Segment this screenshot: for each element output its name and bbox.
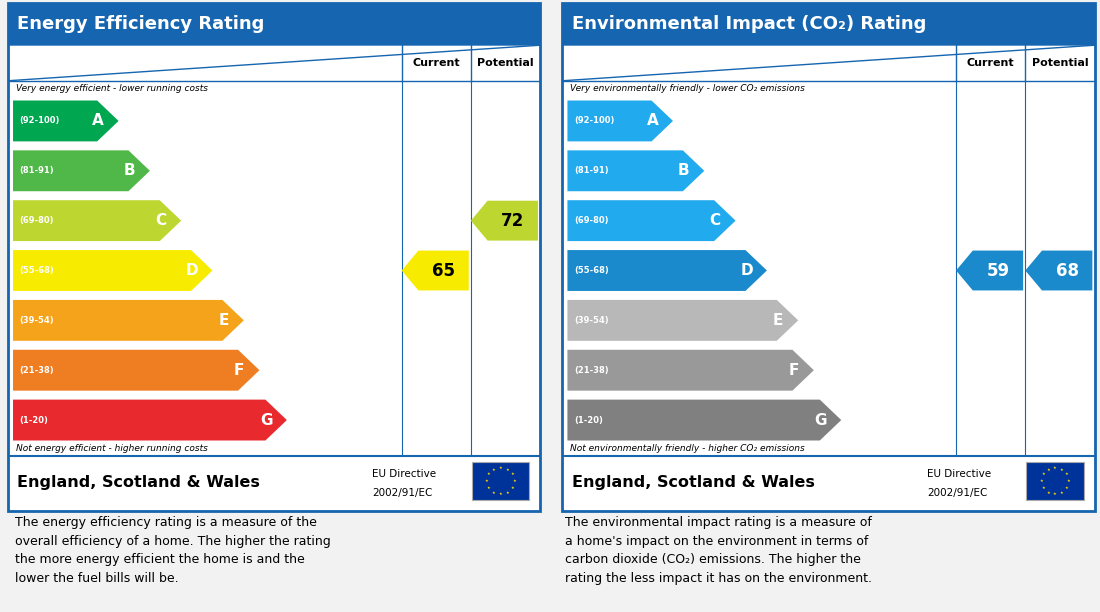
Text: (81-91): (81-91)	[20, 166, 54, 175]
Polygon shape	[568, 300, 799, 341]
Text: ★: ★	[1046, 490, 1050, 494]
Text: ★: ★	[506, 468, 509, 472]
Text: ★: ★	[1046, 468, 1050, 472]
Text: A: A	[92, 113, 104, 129]
Text: ★: ★	[510, 472, 515, 477]
Polygon shape	[13, 400, 287, 441]
Text: ★: ★	[1060, 468, 1064, 472]
Text: ★: ★	[487, 472, 491, 477]
Text: ★: ★	[1042, 486, 1045, 490]
Text: 2002/91/EC: 2002/91/EC	[373, 488, 432, 498]
Text: (69-80): (69-80)	[20, 216, 54, 225]
Text: EU Directive: EU Directive	[927, 469, 991, 479]
Text: Current: Current	[967, 58, 1014, 68]
Text: 68: 68	[1056, 261, 1079, 280]
Text: Not energy efficient - higher running costs: Not energy efficient - higher running co…	[15, 444, 208, 453]
Polygon shape	[568, 350, 814, 390]
Polygon shape	[402, 250, 469, 291]
Text: B: B	[678, 163, 690, 178]
Text: (39-54): (39-54)	[20, 316, 54, 325]
Text: ★: ★	[1065, 472, 1069, 477]
Text: (39-54): (39-54)	[574, 316, 608, 325]
Polygon shape	[13, 350, 260, 390]
Text: (81-91): (81-91)	[574, 166, 608, 175]
Polygon shape	[568, 100, 673, 141]
Text: ★: ★	[1040, 479, 1043, 483]
Text: D: D	[740, 263, 752, 278]
Text: Not environmentally friendly - higher CO₂ emissions: Not environmentally friendly - higher CO…	[570, 444, 805, 453]
Text: F: F	[234, 363, 244, 378]
Text: ★: ★	[1067, 479, 1070, 483]
Text: (55-68): (55-68)	[574, 266, 608, 275]
Text: Very energy efficient - lower running costs: Very energy efficient - lower running co…	[15, 84, 208, 93]
Text: G: G	[261, 412, 273, 428]
Polygon shape	[568, 250, 767, 291]
Text: C: C	[155, 213, 166, 228]
Text: 65: 65	[432, 261, 455, 280]
Bar	[8, 3, 540, 45]
Text: ★: ★	[498, 492, 503, 496]
Polygon shape	[471, 201, 538, 241]
Polygon shape	[1025, 250, 1092, 291]
Bar	[562, 3, 1094, 45]
Polygon shape	[568, 151, 704, 191]
Text: ★: ★	[506, 490, 509, 494]
Text: C: C	[710, 213, 720, 228]
Text: (69-80): (69-80)	[574, 216, 608, 225]
Text: B: B	[123, 163, 135, 178]
Text: 2002/91/EC: 2002/91/EC	[927, 488, 987, 498]
Text: E: E	[772, 313, 783, 328]
Text: 72: 72	[502, 212, 525, 230]
Text: A: A	[647, 113, 659, 129]
Polygon shape	[956, 250, 1023, 291]
Text: Current: Current	[412, 58, 460, 68]
Polygon shape	[13, 300, 244, 341]
Text: England, Scotland & Wales: England, Scotland & Wales	[18, 475, 261, 490]
Polygon shape	[13, 151, 150, 191]
Text: Very environmentally friendly - lower CO₂ emissions: Very environmentally friendly - lower CO…	[570, 84, 805, 93]
Text: ★: ★	[1053, 492, 1057, 496]
Text: (21-38): (21-38)	[20, 366, 54, 375]
Text: Potential: Potential	[1032, 58, 1088, 68]
Text: ★: ★	[510, 486, 515, 490]
Text: Environmental Impact (CO₂) Rating: Environmental Impact (CO₂) Rating	[572, 15, 926, 33]
Text: ★: ★	[1065, 486, 1069, 490]
Text: Potential: Potential	[477, 58, 534, 68]
Text: ★: ★	[513, 479, 516, 483]
Text: (21-38): (21-38)	[574, 366, 608, 375]
Text: ★: ★	[492, 468, 496, 472]
Text: (1-20): (1-20)	[574, 416, 603, 425]
Text: ★: ★	[485, 479, 488, 483]
Text: Energy Efficiency Rating: Energy Efficiency Rating	[18, 15, 265, 33]
Text: G: G	[815, 412, 827, 428]
Text: ★: ★	[1053, 466, 1057, 470]
Text: E: E	[218, 313, 229, 328]
Polygon shape	[13, 200, 181, 241]
Text: D: D	[186, 263, 198, 278]
Polygon shape	[13, 250, 212, 291]
Text: England, Scotland & Wales: England, Scotland & Wales	[572, 475, 815, 490]
Text: F: F	[789, 363, 799, 378]
Polygon shape	[13, 100, 119, 141]
Text: ★: ★	[487, 486, 491, 490]
Text: (1-20): (1-20)	[20, 416, 48, 425]
Bar	[8, 456, 540, 511]
Bar	[1026, 462, 1084, 500]
Text: ★: ★	[492, 490, 496, 494]
Bar	[472, 462, 529, 500]
Text: EU Directive: EU Directive	[373, 469, 437, 479]
Text: (55-68): (55-68)	[20, 266, 54, 275]
Text: ★: ★	[1042, 472, 1045, 477]
Text: (92-100): (92-100)	[20, 116, 59, 125]
Bar	[562, 456, 1094, 511]
Text: (92-100): (92-100)	[574, 116, 614, 125]
Text: ★: ★	[1060, 490, 1064, 494]
Text: The energy efficiency rating is a measure of the
overall efficiency of a home. T: The energy efficiency rating is a measur…	[15, 517, 331, 585]
Text: The environmental impact rating is a measure of
a home's impact on the environme: The environmental impact rating is a mea…	[565, 517, 872, 585]
Text: 59: 59	[987, 261, 1010, 280]
Polygon shape	[568, 400, 842, 441]
Text: ★: ★	[498, 466, 503, 470]
Polygon shape	[568, 200, 736, 241]
